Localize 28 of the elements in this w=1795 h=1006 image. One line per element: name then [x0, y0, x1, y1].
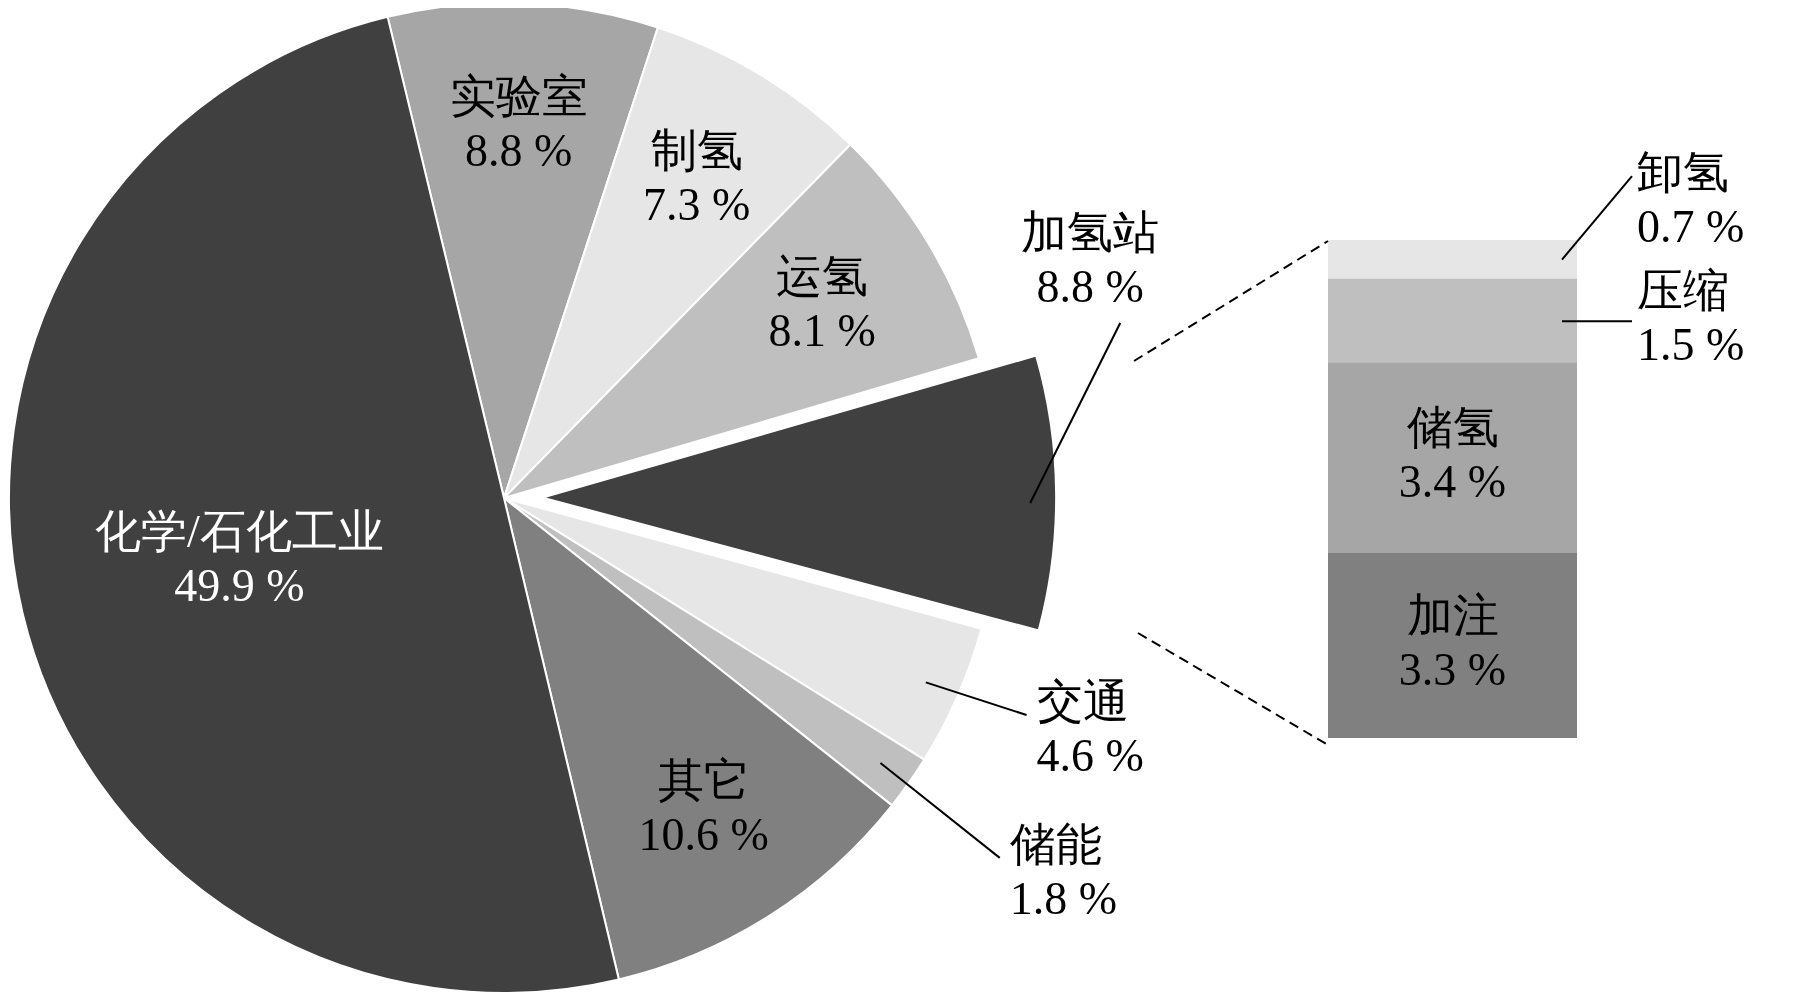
series-label: 卸氢 — [1637, 147, 1729, 199]
slice-label: 制氢 — [650, 124, 743, 176]
bar — [1328, 362, 1577, 554]
bar — [1328, 278, 1577, 364]
slice-label: 化学/石化工业 — [94, 505, 384, 557]
slice-label: 运氢 — [776, 250, 869, 302]
series-label: 储氢 — [1406, 402, 1499, 454]
series-label: 压缩 — [1637, 265, 1729, 317]
data-label: 10.6 % — [638, 809, 769, 861]
data-label: 8.1 % — [768, 304, 876, 356]
slice-label: 实验室 — [449, 71, 588, 123]
data-label: 8.8 % — [464, 125, 573, 177]
data-label: 3.3 % — [1398, 643, 1507, 695]
data-label: 1.5 % — [1637, 319, 1745, 371]
series-label: 加注 — [1406, 589, 1499, 641]
data-label: 1.8 % — [1009, 872, 1118, 924]
slice-label: 储能 — [1009, 818, 1102, 870]
data-label: 3.4 % — [1398, 456, 1507, 508]
data-label: 49.9 % — [174, 559, 305, 611]
slice-label: 交通 — [1036, 676, 1129, 728]
slice-label: 加氢站 — [1021, 207, 1160, 259]
bar — [1328, 553, 1577, 738]
data-label: 8.8 % — [1036, 261, 1144, 313]
bar — [1328, 240, 1577, 280]
data-label: 7.3 % — [643, 178, 751, 230]
slice-label: 其它 — [657, 755, 750, 807]
data-label: 4.6 % — [1036, 730, 1144, 782]
data-label: 0.7 % — [1637, 201, 1745, 253]
